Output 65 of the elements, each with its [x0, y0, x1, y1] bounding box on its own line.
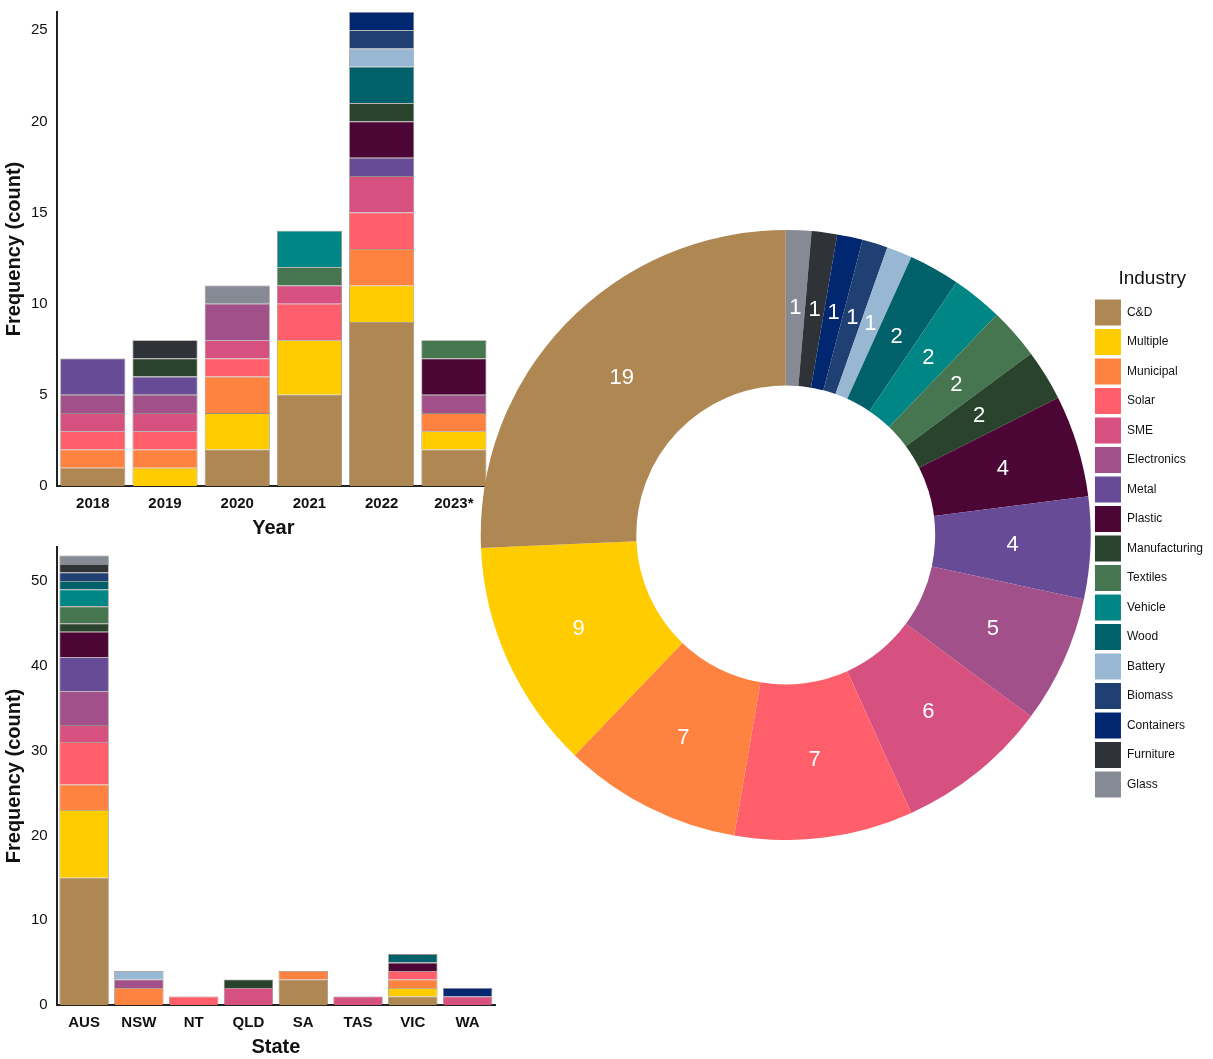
data-label: 9: [572, 614, 585, 640]
data-label: 2: [973, 401, 986, 427]
data-label: 4: [996, 454, 1010, 480]
data-label: 2: [950, 370, 963, 396]
y-tick-label: 10: [31, 293, 48, 311]
x-tick-label: NT: [183, 1013, 204, 1031]
y-tick-label: 5: [39, 384, 48, 402]
data-label: 7: [677, 723, 690, 749]
data-label: 1: [789, 294, 802, 320]
legend-label: Electronics: [1126, 452, 1186, 467]
data-label: 7: [808, 746, 821, 772]
y-tick-label: 30: [31, 740, 48, 758]
data-label: 1: [864, 310, 877, 336]
legend-label: Furniture: [1126, 747, 1176, 762]
legend-label: Containers: [1126, 717, 1185, 732]
x-tick-label: 2018: [76, 494, 110, 512]
x-tick-label: NSW: [121, 1013, 158, 1031]
data-label: 5: [986, 614, 999, 640]
legend-label: Biomass: [1126, 688, 1173, 703]
y-tick-label: 20: [31, 111, 48, 129]
legend-label: Manufacturing: [1126, 540, 1203, 555]
x-tick-label: 2021: [292, 494, 327, 512]
data-label: 1: [846, 303, 859, 329]
x-tick-label: SA: [292, 1013, 314, 1031]
x-tick-label: 2023*: [434, 494, 474, 512]
legend-title: Industry: [1118, 266, 1187, 288]
data-label: 4: [1006, 530, 1019, 556]
legend-label: Vehicle: [1126, 599, 1166, 614]
legend-label: SME: [1126, 422, 1153, 437]
x-tick-label: 2019: [148, 494, 182, 512]
legend-label: Multiple: [1126, 334, 1169, 349]
x-tick-label: 2022: [364, 494, 399, 512]
x-tick-label: QLD: [232, 1013, 265, 1031]
y-axis-title: Frequency (count): [1, 161, 24, 337]
y-tick-label: 50: [31, 571, 48, 589]
legend-label: Metal: [1126, 481, 1157, 496]
data-label: 1: [808, 295, 821, 321]
y-axis-title: Frequency (count): [1, 688, 24, 864]
data-label: 6: [922, 697, 935, 723]
y-tick-label: 0: [39, 476, 48, 494]
y-tick-label: 20: [31, 825, 48, 843]
legend-label: Battery: [1126, 658, 1165, 673]
data-label: 1: [827, 298, 840, 324]
legend-label: Plastic: [1126, 511, 1163, 526]
x-tick-label: 2020: [220, 494, 254, 512]
y-tick-label: 40: [31, 655, 48, 673]
legend-label: Municipal: [1126, 363, 1178, 378]
x-axis-title: State: [251, 1034, 301, 1057]
x-tick-label: AUS: [68, 1013, 100, 1031]
data-label: 2: [922, 344, 935, 370]
x-tick-label: TAS: [343, 1013, 373, 1031]
y-tick-label: 25: [31, 20, 48, 38]
legend-label: Textiles: [1126, 570, 1167, 585]
legend-label: Solar: [1126, 393, 1155, 408]
data-label: 2: [890, 322, 903, 348]
legend-label: Glass: [1126, 776, 1158, 791]
legend-label: Wood: [1126, 629, 1159, 644]
x-axis-title: Year: [252, 515, 295, 538]
y-tick-label: 15: [31, 202, 48, 220]
data-label: 19: [609, 363, 634, 389]
y-tick-label: 10: [31, 910, 48, 928]
x-tick-label: VIC: [400, 1013, 426, 1031]
legend-label: C&D: [1126, 304, 1153, 319]
x-tick-label: WA: [455, 1013, 480, 1031]
y-tick-label: 0: [39, 995, 48, 1013]
